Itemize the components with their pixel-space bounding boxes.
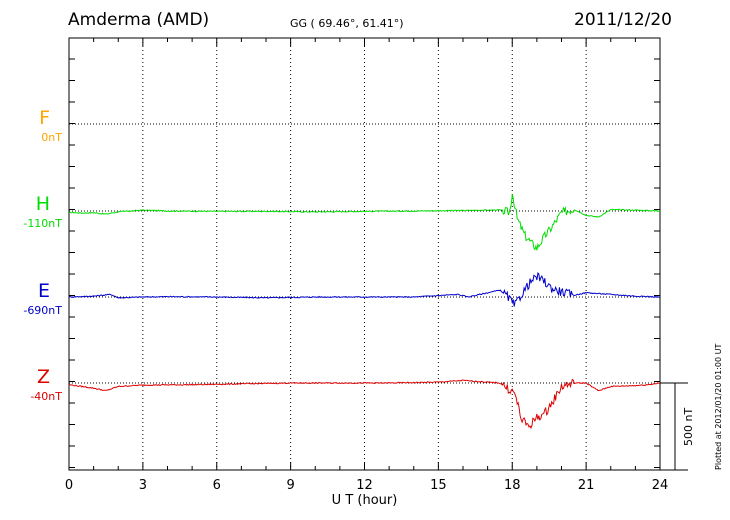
x-tick-label: 15	[430, 478, 447, 493]
component-letter-z: Z	[36, 366, 50, 388]
x-tick-label: 12	[356, 478, 373, 493]
x-tick-label: 9	[286, 478, 294, 493]
component-baseline-h: -110nT	[23, 217, 62, 230]
component-label-h: H	[0, 193, 50, 215]
scale-bar-label: 500 nT	[682, 408, 695, 446]
component-baseline-e: -690nT	[23, 304, 62, 317]
x-tick-label: 6	[213, 478, 221, 493]
x-tick-label: 21	[578, 478, 595, 493]
plot-date: 2011/12/20	[574, 10, 672, 30]
x-tick-label: 18	[504, 478, 521, 493]
series-line-e	[68, 271, 661, 307]
series-line-h	[69, 194, 660, 251]
x-tick-label: 0	[65, 478, 73, 493]
component-baseline-f: 0nT	[41, 131, 62, 144]
component-letter-h: H	[35, 193, 50, 215]
component-label-e: E	[0, 280, 50, 302]
component-letter-e: E	[37, 280, 50, 302]
component-label-f: F	[0, 107, 50, 129]
component-label-z: Z	[0, 366, 50, 388]
x-tick-label: 3	[139, 478, 147, 493]
x-tick-label: 24	[652, 478, 669, 493]
station-coordinates: GG ( 69.46°, 61.41°)	[290, 17, 404, 30]
x-axis-label: U T (hour)	[332, 493, 398, 508]
component-baseline-z: -40nT	[30, 390, 62, 403]
series-line-z	[68, 378, 661, 430]
component-letter-f: F	[39, 107, 50, 129]
station-title: Amderma (AMD)	[68, 10, 210, 30]
